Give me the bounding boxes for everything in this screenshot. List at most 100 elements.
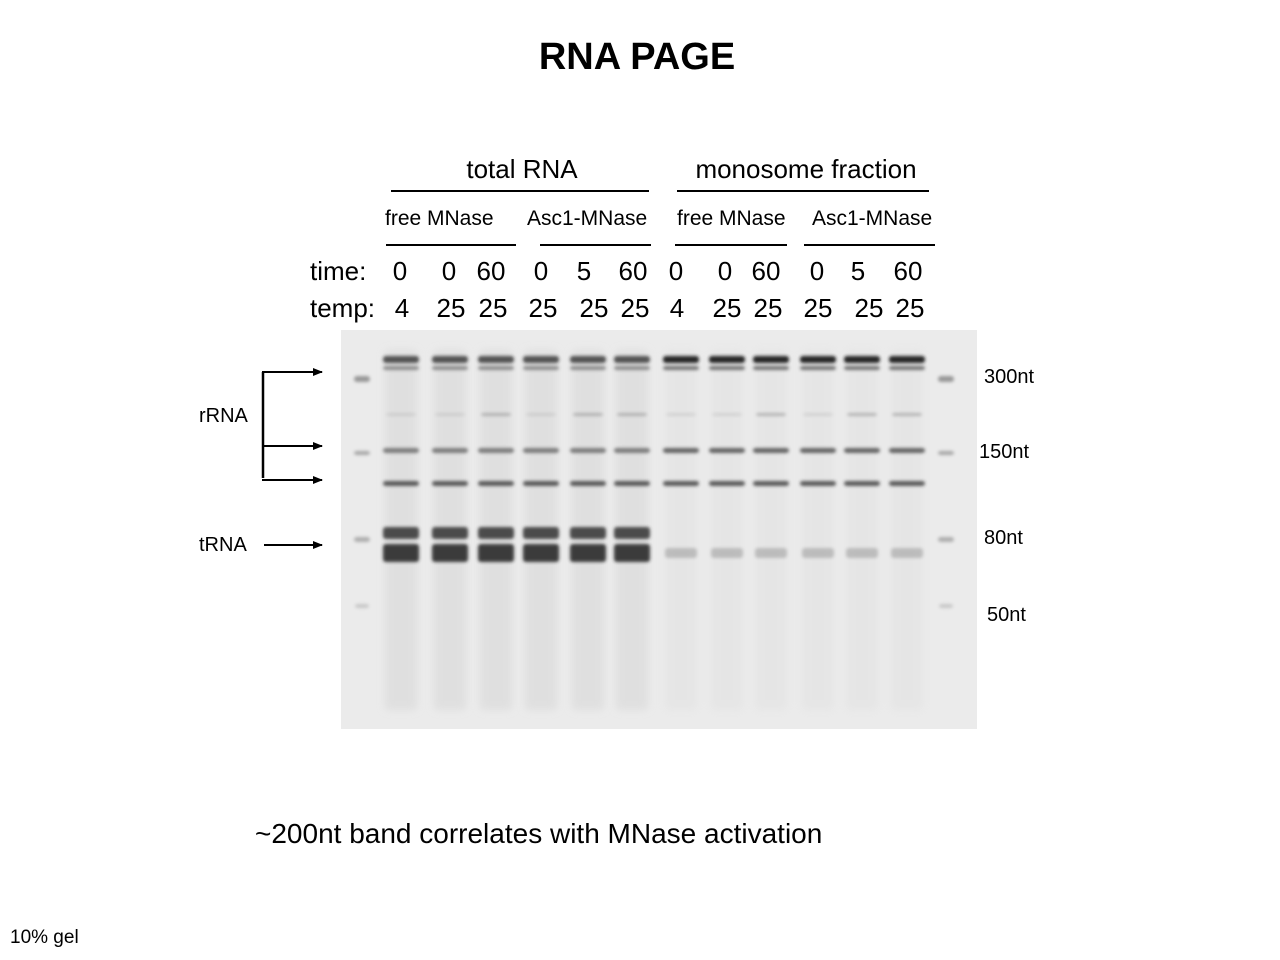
- marker-band-300nt: [938, 376, 954, 382]
- condition-label-asc1-mnase-monosome: Asc1-MNase: [812, 207, 933, 230]
- band-150nt: [800, 448, 836, 453]
- band-lower-rrna: [383, 481, 419, 486]
- band-200nt: [435, 413, 465, 416]
- band-300nt-lower: [570, 366, 606, 370]
- band-trna-upper: [478, 527, 514, 539]
- band-lower-rrna: [614, 481, 650, 486]
- band-300nt: [523, 356, 559, 363]
- band-150nt: [889, 448, 925, 453]
- band-trna-upper: [383, 527, 419, 539]
- band-trna-faint: [711, 548, 743, 558]
- band-300nt-lower: [844, 366, 880, 370]
- band-trna-lower: [614, 544, 650, 562]
- marker-label-150nt: 150nt: [979, 441, 1030, 463]
- group-rule-total-rna: [391, 190, 649, 192]
- lane-time-value: 5: [850, 256, 866, 286]
- marker-band-50nt: [355, 604, 369, 608]
- marker-band-150nt: [938, 451, 954, 455]
- lane-temp-value: 25: [528, 293, 558, 323]
- row-label-temp: temp:: [310, 293, 376, 323]
- marker-label-80nt: 80nt: [984, 527, 1023, 549]
- lane-time-value: 60: [618, 256, 648, 286]
- band-300nt-lower: [753, 366, 789, 370]
- band-trna-faint: [755, 548, 787, 558]
- lane-time-value: 0: [533, 256, 549, 286]
- lane-temp-value: 25: [854, 293, 884, 323]
- band-300nt: [800, 356, 836, 363]
- band-150nt: [432, 448, 468, 453]
- band-trna-faint: [846, 548, 878, 558]
- marker-band-150nt: [354, 451, 370, 455]
- lane-time-value: 0: [717, 256, 733, 286]
- band-lower-rrna: [709, 481, 745, 486]
- band-300nt-lower: [614, 366, 650, 370]
- band-300nt-lower: [478, 366, 514, 370]
- marker-label-50nt: 50nt: [987, 604, 1026, 626]
- group-label-total-rna: total RNA: [466, 154, 578, 184]
- lane-temp-value: 25: [803, 293, 833, 323]
- group-rule-monosome: [677, 190, 929, 192]
- band-trna-lower: [383, 544, 419, 562]
- band-lower-rrna: [800, 481, 836, 486]
- band-200nt: [481, 413, 511, 416]
- band-trna-upper: [570, 527, 606, 539]
- lane-temp-value: 25: [895, 293, 925, 323]
- band-trna-lower: [478, 544, 514, 562]
- band-200nt: [666, 413, 696, 416]
- lane-smear: [755, 350, 787, 710]
- band-200nt: [803, 413, 833, 416]
- lane-temp-value: 25: [579, 293, 609, 323]
- band-150nt: [709, 448, 745, 453]
- band-200nt: [526, 413, 556, 416]
- lane-temp-value: 4: [669, 293, 685, 323]
- band-lower-rrna: [432, 481, 468, 486]
- band-300nt: [383, 356, 419, 363]
- row-label-time: time:: [310, 256, 367, 286]
- band-300nt-lower: [709, 366, 745, 370]
- lane-time-value: 0: [392, 256, 408, 286]
- marker-label-300nt: 300nt: [984, 366, 1035, 388]
- lane-temp-value: 25: [753, 293, 783, 323]
- band-300nt: [614, 356, 650, 363]
- band-300nt-lower: [800, 366, 836, 370]
- marker-band-300nt: [354, 376, 370, 382]
- condition-rule: [540, 244, 651, 246]
- band-300nt-lower: [383, 366, 419, 370]
- band-300nt-lower: [432, 366, 468, 370]
- lane-temp-value: 4: [394, 293, 410, 323]
- band-150nt: [753, 448, 789, 453]
- band-150nt: [383, 448, 419, 453]
- band-200nt: [386, 413, 416, 416]
- band-trna-lower: [570, 544, 606, 562]
- band-150nt: [523, 448, 559, 453]
- page-title: RNA PAGE: [538, 36, 736, 78]
- band-150nt: [478, 448, 514, 453]
- band-300nt-lower: [663, 366, 699, 370]
- band-trna-upper: [614, 527, 650, 539]
- condition-label-free-mnase-total: free MNase: [385, 207, 494, 230]
- band-trna-lower: [523, 544, 559, 562]
- band-trna-upper: [523, 527, 559, 539]
- band-300nt: [663, 356, 699, 363]
- lane-time-value: 5: [576, 256, 592, 286]
- band-300nt-lower: [523, 366, 559, 370]
- marker-band-50nt: [939, 604, 953, 608]
- band-200nt: [712, 413, 742, 416]
- gel-percentage-note: 10% gel: [10, 927, 79, 948]
- band-200nt: [847, 413, 877, 416]
- condition-rule: [675, 244, 787, 246]
- band-300nt-lower: [889, 366, 925, 370]
- lane-smear: [665, 350, 697, 710]
- band-trna-faint: [665, 548, 697, 558]
- band-150nt: [663, 448, 699, 453]
- condition-rule: [804, 244, 935, 246]
- band-300nt: [709, 356, 745, 363]
- band-300nt: [889, 356, 925, 363]
- lane-temp-value: 25: [712, 293, 742, 323]
- rrna-label: rRNA: [199, 405, 248, 427]
- marker-band-80nt: [938, 537, 954, 542]
- band-trna-faint: [891, 548, 923, 558]
- lane-smear: [891, 350, 923, 710]
- band-lower-rrna: [844, 481, 880, 486]
- band-trna-upper: [432, 527, 468, 539]
